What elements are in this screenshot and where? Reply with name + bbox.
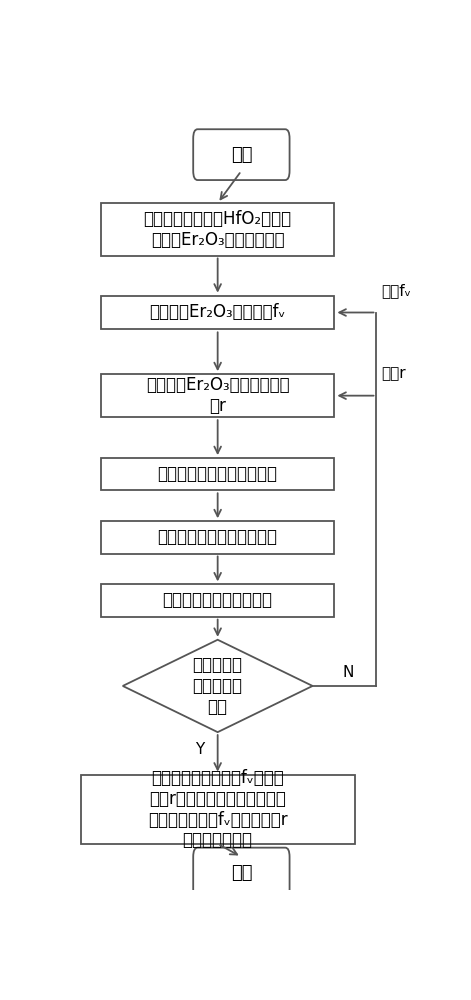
Text: 计算：混合薄膜的光学常数: 计算：混合薄膜的光学常数: [158, 528, 278, 546]
Bar: [101, 584, 334, 617]
Text: 确定：合适的掺杂量fᵥ和颗粒
半径r输出薄膜的光学常数及光
学特性随掺杂量fᵥ和颗粒半径r
之间的关系曲线: 确定：合适的掺杂量fᵥ和颗粒 半径r输出薄膜的光学常数及光 学特性随掺杂量fᵥ和…: [148, 769, 287, 849]
Text: 计算：热辐射器吸收率等: 计算：热辐射器吸收率等: [162, 591, 273, 609]
Text: N: N: [342, 665, 354, 680]
FancyBboxPatch shape: [193, 129, 290, 180]
Text: 开始: 开始: [231, 146, 252, 164]
Text: 光学特性是
否满足设计
要求: 光学特性是 否满足设计 要求: [193, 656, 243, 716]
Bar: [101, 203, 334, 256]
Text: 修改r: 修改r: [381, 367, 406, 382]
Bar: [101, 296, 334, 329]
Text: 结束: 结束: [231, 864, 252, 882]
Bar: [101, 458, 334, 490]
FancyBboxPatch shape: [193, 848, 290, 898]
Text: 初始值：Er₂O₃的掺杂量fᵥ: 初始值：Er₂O₃的掺杂量fᵥ: [149, 304, 286, 322]
Text: 修改fᵥ: 修改fᵥ: [381, 283, 411, 298]
Bar: [81, 774, 355, 844]
Bar: [101, 521, 334, 554]
Text: 计算：混合薄膜的介电常数: 计算：混合薄膜的介电常数: [158, 465, 278, 483]
Polygon shape: [123, 640, 313, 732]
Text: 初始值：Er₂O₃的掺杂颗粒半
径r: 初始值：Er₂O₃的掺杂颗粒半 径r: [146, 376, 290, 415]
Text: 初始值：氧化铪（HfO₂）和氧
化铒（Er₂O₃）的光学常数: 初始值：氧化铪（HfO₂）和氧 化铒（Er₂O₃）的光学常数: [144, 210, 292, 249]
Text: Y: Y: [195, 742, 204, 757]
Bar: [101, 374, 334, 417]
